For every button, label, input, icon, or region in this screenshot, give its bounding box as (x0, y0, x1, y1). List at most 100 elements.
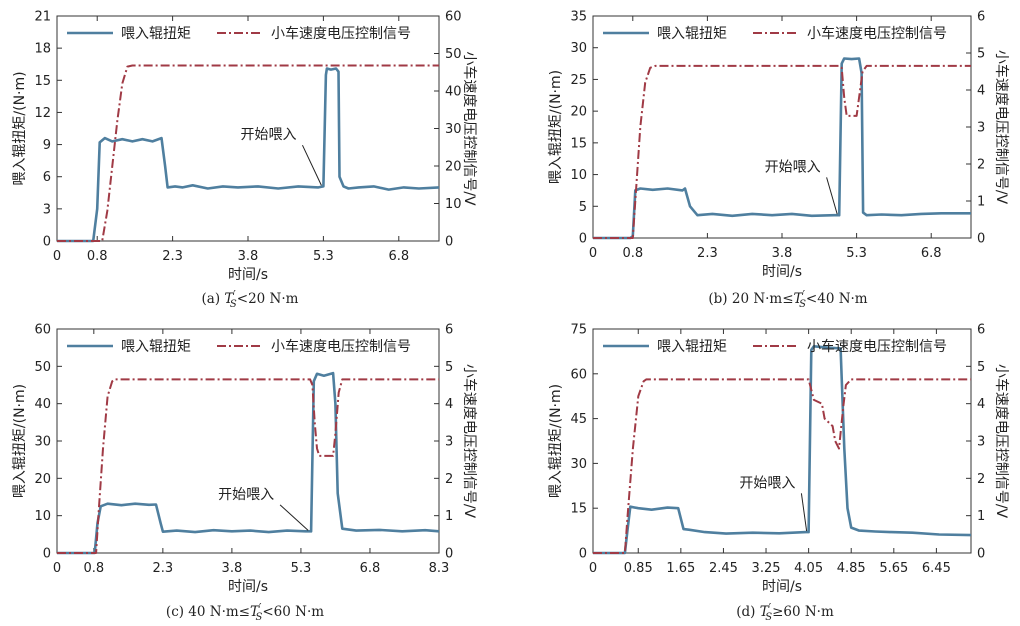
y-left-tick-label: 30 (34, 435, 51, 450)
annotation-leader-line (279, 504, 309, 531)
y-right-tick-label: 0 (445, 547, 453, 562)
y-left-tick-label: 20 (34, 472, 51, 487)
x-tick-label: 2.3 (697, 246, 718, 261)
plot-frame (56, 328, 440, 554)
y-right-tick-label: 4 (977, 397, 985, 412)
y-left-tick-label: 3 (43, 202, 51, 217)
y-left-tick-label: 60 (570, 367, 587, 382)
annotation-leader-line (826, 177, 838, 215)
y-left-axis-title: 喂入辊扭矩/(N·m) (548, 384, 564, 498)
y-left-tick-label: 15 (570, 136, 587, 151)
series-line-voltage (57, 378, 439, 554)
legend-label-torque: 喂入辊扭矩 (121, 339, 191, 355)
y-right-tick-label: 6 (445, 323, 453, 338)
y-left-tick-label: 75 (570, 323, 587, 338)
x-tick-label: 0 (589, 246, 597, 261)
x-tick-label: 4.05 (794, 561, 823, 576)
y-left-tick-label: 10 (34, 509, 51, 524)
y-right-tick-label: 1 (445, 509, 453, 524)
y-right-tick-label: 0 (445, 235, 453, 250)
annotation-start-feeding: 开始喂入 (739, 475, 795, 491)
y-right-axis-title: 小车速度电压控制信号/V (461, 364, 478, 519)
y-left-tick-label: 30 (570, 457, 587, 472)
x-tick-label: 2.3 (162, 249, 183, 264)
x-axis-title: 时间/s (228, 579, 268, 595)
annotation-start-feeding: 开始喂入 (218, 487, 274, 503)
x-axis-title: 时间/s (762, 264, 802, 280)
x-tick-label: 6.8 (388, 249, 409, 264)
chart-panel-d: 0.85 1.65 2.45 3.25 4.05 4.85 5.65 6.4500153045… (548, 323, 1010, 624)
y-right-axis-title: 小车速度电压控制信号/V (461, 51, 478, 206)
y-right-axis-title: 小车速度电压控制信号/V (993, 364, 1010, 519)
panel-caption: (c) 40 N·m≤T′ S<60 N·m (166, 601, 324, 623)
series-line-voltage (593, 378, 971, 554)
x-axis-title: 时间/s (762, 579, 802, 595)
y-right-tick-label: 30 (445, 122, 462, 137)
y-right-tick-label: 4 (977, 84, 985, 99)
panel-caption: (b) 20 N·m≤T′ S<40 N·m (708, 288, 867, 310)
x-tick-label: 3.8 (772, 246, 793, 261)
x-tick-label-origin: 0 (589, 561, 597, 576)
y-left-tick-label: 10 (570, 168, 587, 183)
annotation-leader-line (800, 493, 808, 532)
y-right-tick-label: 20 (445, 160, 462, 175)
y-left-tick-label: 15 (570, 502, 587, 517)
y-right-tick-label: 6 (977, 10, 985, 25)
panel-caption: (d) T′ S≥60 N·m (736, 601, 834, 623)
y-left-tick-label: 21 (34, 10, 51, 25)
chart-panel-b: 0 0.8 2.3 3.8 5.3 6.8 0 5 10 15 20 25 30 35 0 1 2 3 4 5 6 喂入辊… (548, 10, 1010, 311)
annotation-start-feeding: 开始喂入 (240, 127, 296, 143)
y-right-tick-label: 4 (445, 397, 453, 412)
series-line-torque (57, 371, 440, 555)
legend-label-torque: 喂入辊扭矩 (657, 26, 727, 42)
legend-label-voltage: 小车速度电压控制信号 (271, 338, 411, 355)
series-line-torque (593, 344, 972, 555)
y-right-axis-title: 小车速度电压控制信号/V (993, 50, 1010, 205)
y-left-tick-label: 50 (34, 360, 51, 375)
legend-label-voltage: 小车速度电压控制信号 (807, 338, 947, 355)
y-right-tick-label: 3 (445, 435, 453, 450)
y-left-tick-label: 0 (579, 547, 587, 562)
x-tick-label: 0.8 (83, 561, 104, 576)
y-right-tick-label: 2 (977, 158, 985, 173)
y-left-tick-label: 60 (34, 323, 51, 338)
panel-caption: (a) T′ S<20 N·m (202, 288, 299, 310)
x-tick-label: 0 (53, 249, 61, 264)
legend-label-voltage: 小车速度电压控制信号 (807, 25, 947, 42)
series-line-voltage (57, 64, 439, 242)
y-left-tick-label: 20 (570, 105, 587, 120)
y-right-tick-label: 50 (445, 47, 462, 62)
y-right-tick-label: 2 (977, 472, 985, 487)
y-left-tick-label: 45 (570, 412, 587, 427)
legend-label-torque: 喂入辊扭矩 (121, 26, 191, 42)
x-tick-label: 2.3 (153, 561, 174, 576)
y-left-tick-label: 25 (570, 73, 587, 88)
annotation-leader-line (302, 145, 322, 186)
x-tick-label: 1.65 (666, 561, 695, 576)
x-tick-label: 8.3 (429, 561, 450, 576)
y-left-tick-label: 0 (43, 235, 51, 250)
x-tick-label: 6.8 (360, 561, 381, 576)
y-right-tick-label: 2 (445, 472, 453, 487)
x-tick-label: 6.45 (922, 561, 951, 576)
y-right-tick-label: 6 (977, 323, 985, 338)
x-tick-label: 2.45 (709, 561, 738, 576)
y-left-tick-label: 0 (43, 547, 51, 562)
series-line-voltage (593, 64, 971, 239)
y-left-axis-title: 喂入辊扭矩/(N·m) (548, 70, 564, 184)
y-right-tick-label: 0 (977, 547, 985, 562)
series-line-torque (593, 57, 971, 240)
y-left-axis-title: 喂入辊扭矩/(N·m) (12, 71, 28, 185)
y-left-tick-label: 40 (34, 397, 51, 412)
chart-panel-c: 0 0.8 2.3 3.8 5.3 6.8 8.301020304050600123456喂… (12, 323, 478, 624)
y-left-tick-label: 6 (43, 170, 51, 185)
x-tick-label: 4.85 (837, 561, 866, 576)
y-left-tick-label: 12 (34, 106, 51, 121)
y-right-tick-label: 0 (977, 232, 985, 247)
y-left-tick-label: 9 (43, 138, 51, 153)
x-tick-label: 0.8 (87, 249, 108, 264)
y-left-tick-label: 0 (579, 232, 587, 247)
plot-frame (592, 15, 972, 239)
legend-label-torque: 喂入辊扭矩 (657, 339, 727, 355)
